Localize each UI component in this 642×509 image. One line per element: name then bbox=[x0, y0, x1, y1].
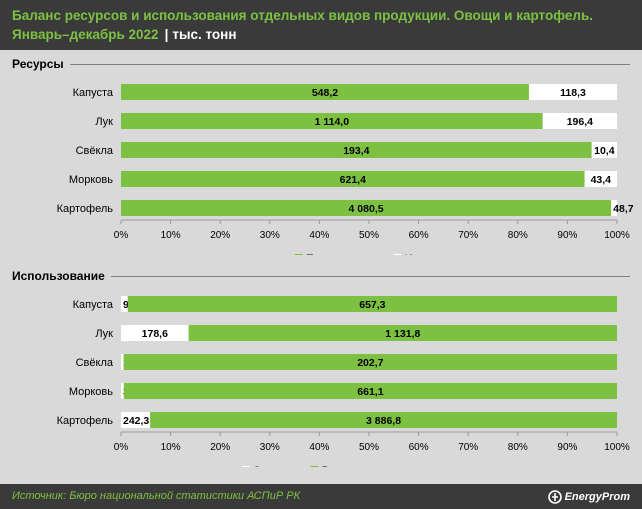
data-label: 1 131,8 bbox=[385, 328, 420, 340]
bar-segment bbox=[121, 412, 151, 428]
legend-label: Импорт bbox=[405, 253, 443, 255]
resources-chart: Капуста 548,2 118,3 Лук 1 114,0 196,4 Свёкла 19… bbox=[57, 84, 634, 255]
data-label: 48,7 bbox=[613, 203, 634, 215]
category-label: Свёкла bbox=[76, 357, 114, 369]
x-tick-label: 50% bbox=[359, 230, 379, 241]
x-tick-label: 100% bbox=[604, 442, 630, 453]
data-label: 43,4 bbox=[591, 174, 612, 186]
data-label: 118,3 bbox=[560, 87, 586, 99]
data-label: 202,7 bbox=[357, 357, 383, 369]
x-tick-label: 70% bbox=[458, 230, 478, 241]
x-tick-label: 20% bbox=[210, 230, 230, 241]
data-label: 1 114,0 bbox=[315, 116, 350, 128]
category-label: Картофель bbox=[57, 415, 114, 427]
data-label: 548,2 bbox=[312, 87, 338, 99]
usage-title-rule bbox=[111, 276, 630, 277]
legend: Производство Импорт bbox=[294, 253, 443, 255]
bar-segment bbox=[121, 296, 128, 312]
category-label: Капуста bbox=[73, 299, 114, 311]
data-label: 3 886,8 bbox=[366, 415, 401, 427]
bar-segment bbox=[121, 84, 529, 100]
x-tick-label: 90% bbox=[557, 230, 577, 241]
category-label: Лук bbox=[95, 328, 113, 340]
resources-panel: Капуста 548,2 118,3 Лук 1 114,0 196,4 Свёкла 19… bbox=[0, 55, 642, 255]
legend-label: Реализация на внутреннем рынке bbox=[322, 465, 496, 467]
x-tick-label: 0% bbox=[114, 230, 129, 241]
category-label: Картофель bbox=[57, 203, 114, 215]
bar-segment bbox=[123, 354, 618, 370]
x-tick-label: 70% bbox=[458, 442, 478, 453]
x-tick-label: 60% bbox=[409, 230, 429, 241]
x-tick-label: 80% bbox=[508, 442, 528, 453]
bar-segment bbox=[121, 113, 543, 129]
bar-segment bbox=[121, 325, 189, 341]
header-bar: Баланс ресурсов и использования отдельны… bbox=[0, 0, 642, 50]
category-label: Морковь bbox=[69, 174, 113, 186]
x-tick-label: 30% bbox=[260, 442, 280, 453]
resources-title-rule bbox=[70, 64, 630, 65]
bar-segment bbox=[188, 325, 617, 341]
legend-swatch bbox=[294, 254, 303, 255]
bar-segment bbox=[591, 142, 617, 158]
x-tick-label: 40% bbox=[309, 230, 329, 241]
logo-text: EnergyProm bbox=[564, 490, 630, 503]
x-tick-label: 30% bbox=[260, 230, 280, 241]
bar-segment bbox=[121, 142, 592, 158]
category-label: Лук bbox=[95, 116, 113, 128]
bar-segment bbox=[121, 171, 585, 187]
bar-segment bbox=[150, 412, 617, 428]
bar-segment bbox=[584, 171, 617, 187]
bar-segment bbox=[121, 354, 124, 370]
footer-bar: Источник: Бюро национальной статистики А… bbox=[0, 484, 642, 509]
chart-title-line2: Январь–декабрь 2022 | тыс. тонн bbox=[12, 27, 236, 42]
title-separator: | bbox=[164, 27, 169, 42]
legend-label: Производство bbox=[306, 253, 378, 255]
x-tick-label: 10% bbox=[161, 442, 181, 453]
chart-title-line1: Баланс ресурсов и использования отдельны… bbox=[12, 8, 594, 23]
bar-segment bbox=[127, 296, 618, 312]
bar-segment bbox=[121, 200, 612, 216]
source-note: Источник: Бюро национальной статистики А… bbox=[12, 490, 301, 502]
x-tick-label: 90% bbox=[557, 442, 577, 453]
x-tick-label: 40% bbox=[309, 442, 329, 453]
energyprom-logo: EnergyProm bbox=[547, 488, 630, 505]
data-label: 657,3 bbox=[359, 299, 385, 311]
legend-swatch bbox=[242, 466, 251, 467]
unit-label: тыс. тонн bbox=[172, 27, 237, 42]
bar-segment bbox=[123, 383, 617, 399]
x-tick-label: 60% bbox=[409, 442, 429, 453]
bar-segment bbox=[611, 200, 617, 216]
data-label: 621,4 bbox=[340, 174, 366, 186]
category-label: Капуста bbox=[73, 87, 114, 99]
data-label: 10,4 bbox=[594, 145, 615, 157]
data-label: 242,3 bbox=[123, 415, 149, 427]
bar-segment bbox=[542, 113, 617, 129]
legend-swatch bbox=[393, 254, 402, 255]
x-tick-label: 80% bbox=[508, 230, 528, 241]
data-label: 196,4 bbox=[567, 116, 593, 128]
data-label: 661,1 bbox=[357, 386, 383, 398]
data-label: 178,6 bbox=[142, 328, 168, 340]
logo-mark-icon bbox=[547, 489, 562, 504]
x-tick-label: 100% bbox=[604, 230, 630, 241]
x-tick-label: 20% bbox=[210, 442, 230, 453]
legend-label: Экспорт bbox=[253, 465, 294, 467]
bar-segment bbox=[528, 84, 617, 100]
period-label: Январь–декабрь 2022 bbox=[12, 27, 159, 42]
x-tick-label: 10% bbox=[161, 230, 181, 241]
data-label: 193,4 bbox=[343, 145, 369, 157]
category-label: Свёкла bbox=[76, 145, 114, 157]
x-tick-label: 0% bbox=[114, 442, 129, 453]
x-tick-label: 50% bbox=[359, 442, 379, 453]
usage-panel-title: Использование bbox=[12, 269, 105, 283]
resources-panel-title: Ресурсы bbox=[12, 57, 64, 71]
category-label: Морковь bbox=[69, 386, 113, 398]
data-label: 4 080,5 bbox=[349, 203, 384, 215]
legend: Экспорт Реализация на внутреннем рынке bbox=[242, 465, 496, 467]
legend-swatch bbox=[310, 466, 319, 467]
bar-segment bbox=[121, 383, 124, 399]
